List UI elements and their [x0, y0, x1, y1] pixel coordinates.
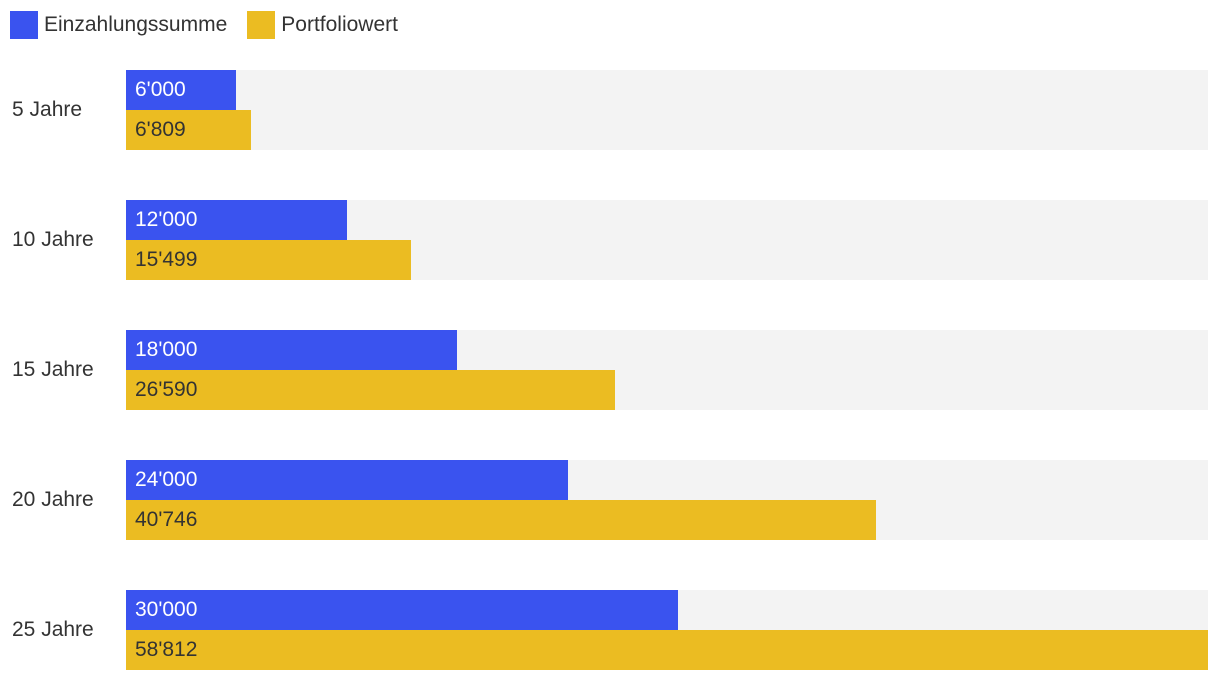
bar-track — [126, 70, 1208, 150]
bar-group: 25 Jahre 30'000 58'812 — [0, 590, 1220, 670]
category-label: 25 Jahre — [12, 618, 94, 641]
legend-item-deposit: Einzahlungssumme — [10, 11, 227, 39]
bar-group: 15 Jahre 18'000 26'590 — [0, 330, 1220, 410]
legend-swatch-portfolio — [247, 11, 276, 39]
category-label: 15 Jahre — [12, 358, 94, 381]
bar-value-label: 30'000 — [135, 598, 198, 621]
bar-value-label: 18'000 — [135, 338, 198, 361]
bar-value-label: 12'000 — [135, 208, 198, 231]
bar-portfolio: 40'746 — [126, 500, 876, 540]
bar-value-label: 26'590 — [135, 378, 198, 401]
bar-portfolio: 15'499 — [126, 240, 411, 280]
category-label: 20 Jahre — [12, 488, 94, 511]
bar-value-label: 6'000 — [135, 78, 186, 101]
bar-value-label: 24'000 — [135, 468, 198, 491]
bar-group: 10 Jahre 12'000 15'499 — [0, 200, 1220, 280]
bar-portfolio: 26'590 — [126, 370, 615, 410]
bar-portfolio: 6'809 — [126, 110, 251, 150]
bar-deposit: 30'000 — [126, 590, 678, 630]
bar-deposit: 18'000 — [126, 330, 457, 370]
bar-value-label: 58'812 — [135, 638, 198, 661]
legend-item-portfolio: Portfoliowert — [247, 11, 398, 39]
bar-portfolio: 58'812 — [126, 630, 1208, 670]
bar-value-label: 40'746 — [135, 508, 198, 531]
bar-value-label: 15'499 — [135, 248, 198, 271]
legend-label-portfolio: Portfoliowert — [281, 13, 398, 36]
bar-deposit: 12'000 — [126, 200, 347, 240]
bar-value-label: 6'809 — [135, 118, 186, 141]
category-label: 5 Jahre — [12, 98, 83, 121]
bar-deposit: 6'000 — [126, 70, 236, 110]
legend-swatch-deposit — [10, 11, 38, 39]
legend-label-deposit: Einzahlungssumme — [44, 13, 228, 36]
chart-legend: Einzahlungssumme Portfoliowert — [10, 10, 418, 40]
bar-deposit: 24'000 — [126, 460, 568, 500]
bar-group: 5 Jahre 6'000 6'809 — [0, 70, 1220, 150]
category-label: 10 Jahre — [12, 228, 94, 251]
bar-group: 20 Jahre 24'000 40'746 — [0, 460, 1220, 540]
